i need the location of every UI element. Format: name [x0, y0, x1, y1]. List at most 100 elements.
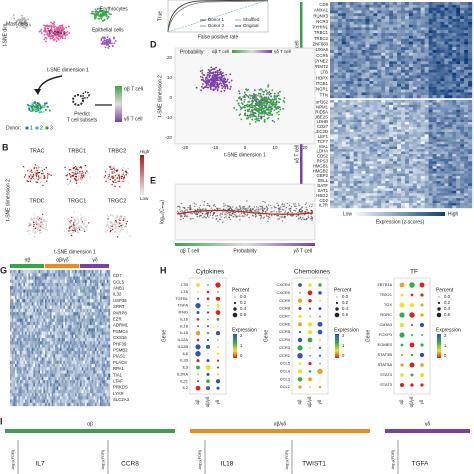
heat-cell — [408, 81, 414, 85]
heat-cell — [456, 154, 461, 157]
heat-cell — [440, 95, 445, 99]
cell-dot — [18, 22, 21, 24]
heat-cell — [361, 198, 366, 201]
heat-cell — [353, 35, 358, 39]
cell-dot — [70, 225, 73, 227]
cell-dot — [200, 89, 202, 92]
heat-cell — [428, 181, 433, 184]
heat-cell — [385, 4, 390, 8]
heat-cell — [333, 166, 339, 169]
cell-dot — [210, 81, 213, 84]
heat-cell — [353, 141, 358, 145]
cell-dot — [224, 81, 227, 84]
cell-dot — [46, 24, 48, 27]
cell-dot — [199, 208, 201, 211]
cell-dot — [43, 174, 45, 177]
heat-cell — [456, 7, 461, 11]
cell-dot — [259, 106, 261, 109]
heat-cell — [377, 33, 382, 37]
heat-cell — [432, 61, 437, 65]
heat-cell — [385, 16, 390, 20]
cell-dot — [44, 40, 47, 43]
cell-dot — [42, 228, 44, 230]
heat-cell — [401, 52, 406, 56]
heat-cell — [381, 139, 386, 142]
heat-cell — [337, 86, 343, 90]
heat-cell — [353, 154, 358, 157]
cell-dot — [267, 92, 270, 94]
heat-cell — [460, 149, 465, 152]
heat-cell — [468, 190, 473, 194]
heat-cell — [404, 168, 410, 172]
heat-cell — [408, 92, 414, 96]
cell-dot — [294, 205, 296, 207]
heat-cell — [412, 107, 417, 111]
heat-cell — [330, 171, 335, 174]
heat-cell — [333, 127, 339, 130]
heat-cell — [428, 198, 433, 201]
heat-cell — [412, 50, 417, 54]
heat-cell — [389, 151, 394, 155]
heat-cell — [353, 55, 358, 59]
heat-cell — [337, 100, 343, 103]
cell-dot — [35, 217, 38, 219]
heat-cell — [416, 119, 421, 123]
cell-dot — [299, 217, 302, 219]
heat-cell — [381, 144, 386, 147]
heat-cell — [452, 178, 457, 182]
heat-cell — [345, 50, 350, 54]
heat-cell — [393, 117, 398, 120]
heat-cell — [373, 190, 378, 194]
heat-cell — [373, 47, 378, 51]
heat-cell — [381, 205, 386, 209]
cell-dot — [46, 33, 49, 36]
cell-dot — [271, 119, 274, 122]
cell-dot — [228, 81, 231, 84]
cell-dot — [262, 93, 265, 96]
heat-cell — [460, 198, 465, 201]
heat-cell — [373, 195, 378, 199]
heat-cell — [341, 193, 346, 196]
cell-dot — [265, 96, 268, 99]
heat-cell — [349, 124, 354, 128]
heat-cell — [389, 50, 394, 54]
cell-dot — [115, 168, 117, 170]
tick-label: -20 — [165, 135, 172, 140]
heat-cell — [424, 95, 429, 99]
cell-dot — [209, 85, 212, 88]
heat-cell — [397, 55, 402, 59]
cell-dot — [34, 231, 37, 234]
cell-dot — [46, 177, 49, 179]
heat-cell — [448, 69, 453, 73]
gene-label: SAT1 — [318, 188, 329, 193]
cell-dot — [81, 229, 83, 232]
heat-cell — [385, 171, 390, 174]
heat-cell — [365, 181, 370, 184]
heat-cell — [464, 114, 469, 118]
heat-cell — [440, 158, 445, 162]
heat-cell — [428, 44, 433, 48]
heat-cell — [420, 66, 425, 70]
heat-cell — [424, 66, 429, 70]
heat-cell — [353, 134, 358, 138]
heat-cell — [345, 107, 350, 111]
heat-cell — [361, 156, 366, 160]
heat-cell — [357, 107, 362, 111]
cell-dot — [254, 102, 257, 105]
cell-dot — [243, 94, 246, 97]
heat-cell — [365, 44, 370, 48]
heat-cell — [464, 193, 469, 196]
heat-cell — [377, 156, 382, 160]
heat-cell — [361, 178, 366, 182]
heat-cell — [393, 100, 398, 103]
heat-cell — [408, 18, 414, 22]
heat-cell — [393, 107, 398, 111]
cell-dot — [98, 7, 101, 10]
heat-cell — [468, 171, 473, 174]
heat-cell — [349, 78, 354, 82]
heat-cell — [385, 173, 390, 177]
heat-cell — [416, 136, 421, 140]
heat-cell — [385, 117, 390, 120]
heat-cell — [365, 107, 370, 111]
heat-cell — [353, 38, 358, 42]
